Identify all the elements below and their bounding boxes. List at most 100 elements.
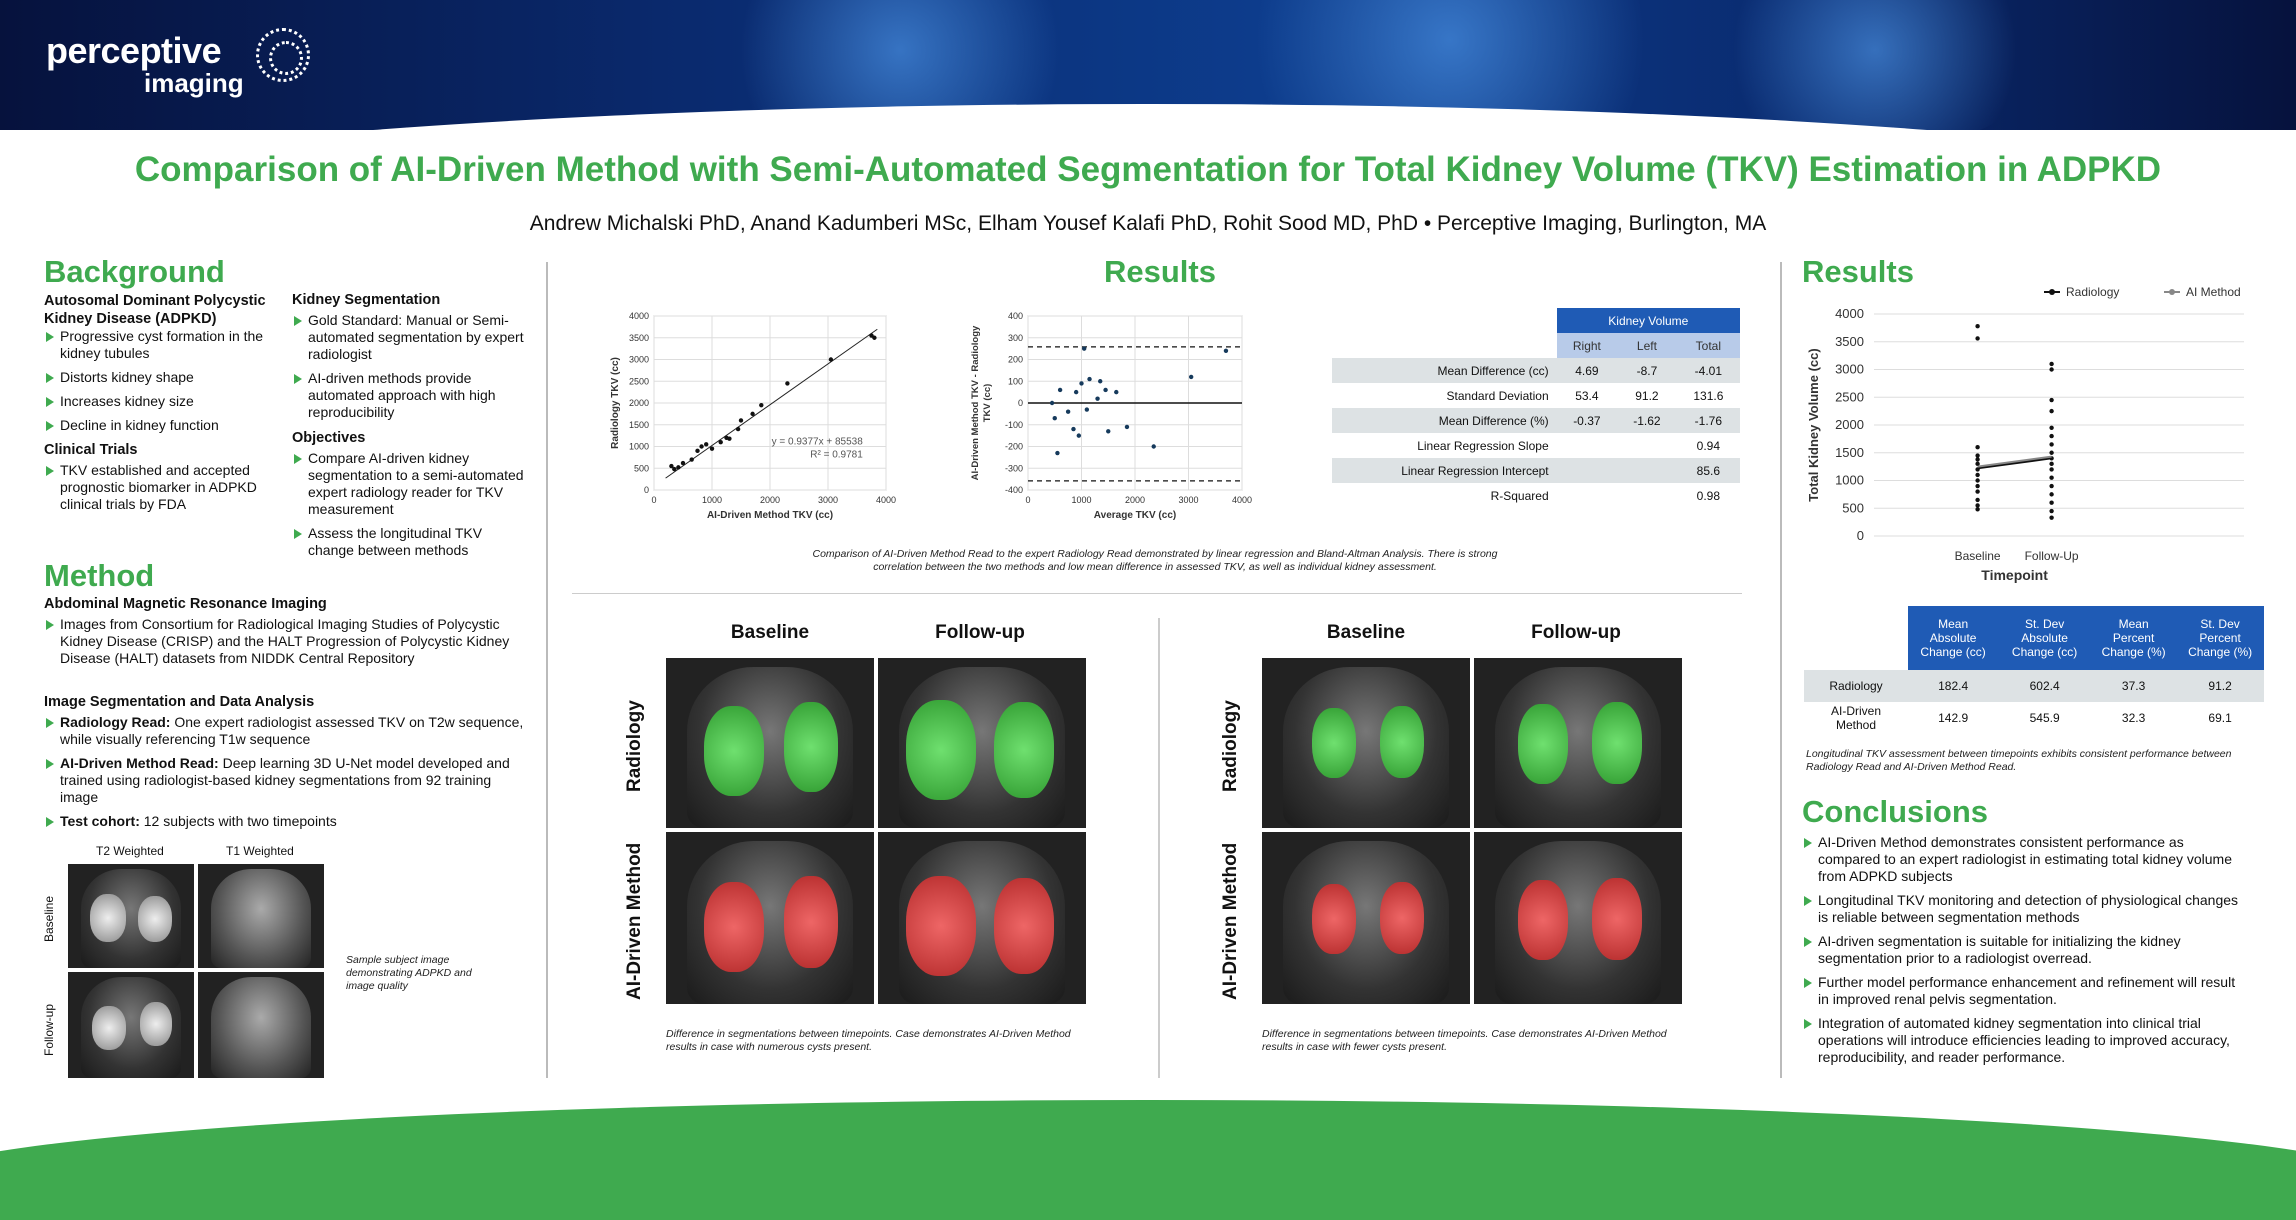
y-tick-label: 2000	[629, 398, 649, 408]
table-row: Linear Regression Slope 0.94	[1332, 433, 1740, 458]
x-tick-label: 1000	[702, 495, 722, 505]
table-row: R-Squared 0.98	[1332, 483, 1740, 508]
adpkd-title: Autosomal Dominant Polycystic Kidney Dis…	[44, 293, 266, 327]
y-tick-label: -300	[1005, 463, 1023, 473]
data-point	[727, 436, 732, 441]
seg-analysis-title: Image Segmentation and Data Analysis	[44, 694, 315, 710]
data-point	[2049, 425, 2054, 430]
longitudinal-caption: Longitudinal TKV assessment between time…	[1806, 748, 2232, 773]
x-tick-label: 1000	[1071, 495, 1091, 505]
data-point	[1098, 379, 1103, 384]
table-row: Standard Deviation 53.4 91.2 131.6	[1332, 383, 1740, 408]
trials-title: Clinical Trials	[44, 442, 138, 458]
divider-horizontal	[572, 593, 1742, 594]
data-point	[1124, 424, 1130, 430]
longitudinal-chart: 0 500 1000 1500 2000 2500 3000 3500 4000 Baseline…	[1806, 285, 2244, 583]
legend-marker	[2169, 289, 2175, 295]
data-point	[1084, 407, 1090, 412]
authors: Andrew Michalski PhD, Anand Kadumberi MS…	[529, 212, 1767, 235]
data-point	[1975, 457, 1980, 462]
y-tick-label: 1500	[1835, 445, 1864, 460]
data-point	[1065, 409, 1071, 414]
mri-t2-baseline	[68, 864, 194, 968]
objectives-title: Objectives	[292, 430, 366, 446]
logo: perceptive imaging	[46, 28, 310, 99]
longitudinal-table: Mean Absolute Change (cc) St. Dev Absolu…	[1804, 606, 2264, 734]
table-row: AI-Driven Method 142.9 545.9 32.3 69.1	[1804, 702, 2264, 734]
conclusions-heading: Conclusions	[1802, 794, 1989, 829]
data-point	[2049, 367, 2054, 372]
data-point	[1975, 483, 1980, 489]
case1-caption: Difference in segmentations between time…	[666, 1028, 1071, 1053]
y-tick-label: 500	[1842, 500, 1864, 515]
x-tick-label: 0	[651, 495, 656, 505]
col-label-t2: T2 Weighted	[96, 844, 164, 858]
data-point	[2049, 442, 2054, 447]
case1-radiology-baseline	[666, 658, 874, 828]
x-axis-label: Timepoint	[1981, 567, 2048, 583]
logo-mark-icon	[256, 28, 310, 82]
data-point	[2049, 433, 2054, 439]
footer-band	[0, 1100, 2296, 1220]
y-tick-label: 400	[1008, 311, 1023, 321]
divider-right	[1780, 262, 1782, 1078]
row-label-baseline: Baseline	[42, 895, 56, 942]
case1-radiology-followup	[878, 658, 1086, 828]
data-point	[2049, 450, 2054, 455]
data-point	[689, 457, 694, 462]
data-point	[828, 357, 834, 362]
y-tick-label: -100	[1005, 420, 1023, 430]
series-line	[1977, 457, 2052, 470]
x-tick-label: Baseline	[1955, 549, 2001, 563]
y-tick-label: 1000	[629, 442, 649, 452]
regression-chart: 0 500 1000 1500 2000 2500 3000 3500 4000 0 1000 200…	[610, 311, 896, 521]
data-point	[1975, 478, 1980, 483]
x-tick-label: 3000	[1178, 495, 1198, 505]
col-baseline-right: Baseline	[1326, 622, 1406, 643]
data-point	[1079, 381, 1084, 386]
col-baseline-left: Baseline	[730, 622, 810, 643]
data-point	[2049, 492, 2054, 497]
legend-label: AI Method	[2186, 285, 2241, 299]
y-tick-label: 3000	[629, 355, 649, 365]
y-tick-label: 2500	[629, 376, 649, 386]
data-point	[1975, 472, 1980, 478]
case2-radiology-followup	[1474, 658, 1682, 828]
table-row: Mean Difference (cc) 4.69 -8.7 -4.01	[1332, 358, 1740, 383]
row-radiology-left: Radiology	[624, 700, 645, 792]
row-ai-left: AI-Driven Method	[624, 842, 645, 1000]
y-tick-label: 3000	[1835, 362, 1864, 377]
results-caption: Comparison of AI-Driven Method Read to t…	[812, 548, 1498, 573]
data-point	[872, 335, 877, 340]
y-tick-label: 100	[1008, 376, 1023, 386]
data-point	[1103, 387, 1108, 393]
data-point	[2049, 397, 2054, 403]
data-point	[750, 411, 755, 417]
poster-title: Comparison of AI-Driven Method with Semi…	[134, 150, 2162, 189]
x-tick-label: 2000	[1125, 495, 1145, 505]
data-point	[2049, 515, 2054, 520]
y-tick-label: 0	[1018, 398, 1023, 408]
data-point	[709, 446, 715, 451]
col-followup-right: Follow-up	[1531, 622, 1621, 643]
data-point	[676, 465, 681, 470]
case2-caption: Difference in segmentations between time…	[1262, 1028, 1667, 1053]
y-tick-label: 0	[1857, 528, 1864, 543]
trend-line	[665, 328, 878, 479]
x-tick-label: Follow-Up	[2025, 549, 2079, 563]
kidney-volume-table: Kidney Volume Right Left Total Mean Differ…	[1332, 308, 1740, 508]
data-point	[1975, 497, 1980, 503]
case1-ai-followup	[878, 832, 1086, 1004]
row-label-followup: Follow-up	[42, 1003, 56, 1056]
data-point	[680, 460, 686, 466]
data-point	[699, 444, 704, 449]
y-tick-label: 2500	[1835, 389, 1864, 404]
y-tick-label: 2000	[1835, 417, 1864, 432]
data-point	[1055, 450, 1060, 456]
series-line	[1977, 455, 2052, 468]
x-axis-label: AI-Driven Method TKV (cc)	[707, 510, 833, 521]
data-point	[2049, 361, 2054, 367]
x-axis-label: Average TKV (cc)	[1094, 510, 1176, 521]
conclusions-list: AI-Driven Method demonstrates consistent…	[1802, 834, 2242, 1073]
y-tick-label: 1000	[1835, 473, 1864, 488]
